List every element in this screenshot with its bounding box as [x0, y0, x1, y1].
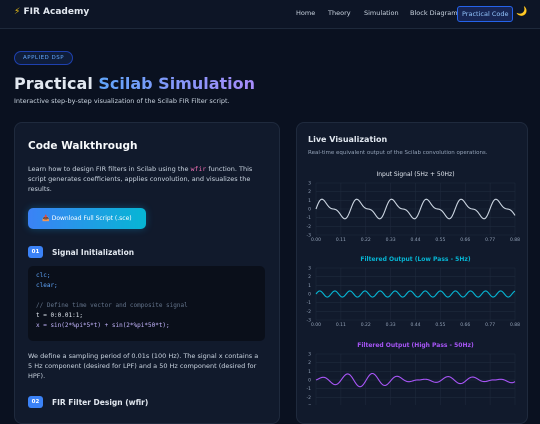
y-tick-label: 1: [308, 198, 311, 204]
y-tick-label: 3: [308, 266, 311, 272]
y-tick-label: 0: [308, 378, 311, 384]
text: function. This script generates coeffici…: [28, 165, 253, 193]
nav-item[interactable]: Simulation: [364, 9, 399, 17]
step-number: 01: [28, 246, 43, 258]
theme-icon[interactable]: 🌙: [516, 7, 528, 17]
y-tick-label: -1: [307, 386, 312, 392]
y-tick-label: 2: [308, 360, 311, 366]
chart-title: Filtered Output (Low Pass - 5Hz): [360, 256, 470, 263]
y-tick-label: -2: [307, 395, 312, 401]
navbar: ⚡ FIR Academy Home Theory Simulation Block …: [0, 0, 540, 29]
y-tick-label: -1: [307, 215, 312, 221]
nav-item[interactable]: Block Diagram: [410, 9, 458, 17]
y-tick-label: 3: [308, 352, 311, 358]
chart-title: Filtered Output (High Pass - 50Hz): [357, 342, 474, 349]
code-line: t = 0:0.01:1;: [36, 312, 83, 319]
nav-item[interactable]: Theory: [328, 9, 351, 17]
y-tick-label: 2: [308, 189, 311, 195]
code-line: x = sin(2*%pi*5*t) + sin(2*%pi*50*t);: [36, 322, 170, 329]
y-tick-label: -3: [307, 233, 312, 239]
x-tick-label: 0.11: [336, 237, 346, 243]
x-tick-label: 0.00: [311, 322, 321, 328]
intro: Learn how to design FIR filters in Scila…: [28, 164, 263, 194]
step-title: Signal Initialization: [52, 248, 135, 257]
brand[interactable]: ⚡ FIR Academy: [14, 7, 90, 17]
x-tick-label: 0.88: [510, 322, 520, 328]
card-subtitle: Real-time equivalent output of the Scila…: [308, 150, 488, 156]
x-tick-label: 0.22: [361, 322, 371, 328]
y-tick-label: -1: [307, 300, 312, 306]
x-tick-label: 0.77: [485, 322, 495, 328]
brand-name: FIR Academy: [23, 7, 90, 17]
code-line: clc;: [36, 272, 51, 279]
signal-line: [315, 290, 516, 298]
inline-code: wfir: [190, 165, 207, 173]
walkthrough-card: Code Walkthrough Learn how to design FIR…: [14, 122, 280, 424]
nav-item[interactable]: Home: [296, 9, 316, 17]
code-line: // Define time vector and composite sign…: [36, 302, 188, 309]
nav-item[interactable]: Practical Code: [457, 6, 514, 22]
signal-line: [315, 198, 516, 220]
x-tick-label: 0.11: [336, 322, 346, 328]
title-plain: Practical: [14, 74, 93, 93]
x-tick-label: 0.66: [460, 322, 470, 328]
step-title: FIR Filter Design (wfir): [52, 398, 149, 407]
y-tick-label: -2: [307, 309, 312, 315]
chart-title: Input Signal (5Hz + 50Hz): [376, 171, 454, 178]
badge: APPLIED DSP: [14, 51, 74, 65]
y-tick-label: 2: [308, 274, 311, 280]
x-tick-label: 0.33: [386, 322, 396, 328]
x-tick-label: 0.22: [361, 237, 371, 243]
card-title: Live Visualization: [308, 135, 388, 144]
x-tick-label: 0.55: [435, 237, 445, 243]
download-button[interactable]: 📥 Download Full Script (.sce): [28, 208, 146, 229]
visualization-card: Live Visualization Real-time equivalent …: [296, 122, 528, 424]
hero-subtitle: Interactive step-by-step visualization o…: [14, 97, 230, 105]
y-tick-label: 0: [308, 207, 311, 213]
x-tick-label: 0.55: [435, 322, 445, 328]
x-tick-label: 0.44: [410, 322, 420, 328]
x-tick-label: 0.00: [311, 237, 321, 243]
x-tick-label: 0.66: [460, 237, 470, 243]
code-block: clc; clear; // Define time vector and comp…: [28, 266, 265, 341]
text: Learn how to design FIR filters in Scila…: [28, 165, 191, 173]
signal-line: [315, 372, 516, 388]
x-tick-label: 0.33: [386, 237, 396, 243]
card-title: Code Walkthrough: [28, 140, 138, 152]
y-tick-label: -2: [307, 224, 312, 230]
y-tick-label: 3: [308, 181, 311, 187]
x-tick-label: 0.77: [485, 237, 495, 243]
y-tick-label: 1: [308, 369, 311, 375]
y-tick-label: 1: [308, 283, 311, 289]
title-accent: Scilab Simulation: [98, 74, 256, 93]
x-tick-label: 0.44: [410, 237, 420, 243]
code-line: clear;: [36, 282, 58, 289]
step-text: We define a sampling period of 0.01s (10…: [28, 352, 259, 380]
y-tick-label: -3: [307, 318, 312, 324]
hero-title: Practical Scilab Simulation: [14, 74, 255, 93]
y-tick-label: 0: [308, 292, 311, 298]
y-tick-label: -3: [307, 404, 312, 406]
x-tick-label: 0.88: [510, 237, 520, 243]
